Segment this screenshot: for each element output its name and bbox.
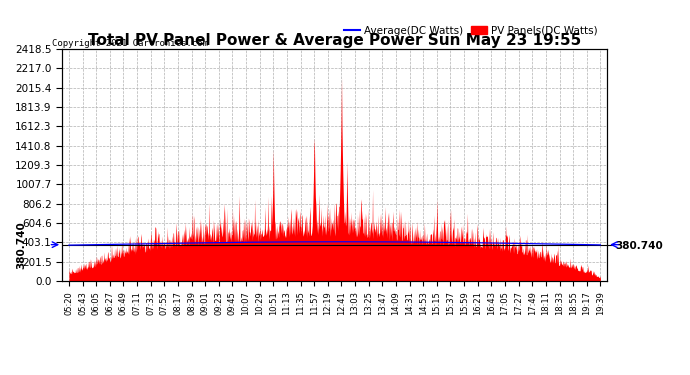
Text: Copyright 2021 Cartronics.com: Copyright 2021 Cartronics.com <box>52 39 208 48</box>
Title: Total PV Panel Power & Average Power Sun May 23 19:55: Total PV Panel Power & Average Power Sun… <box>88 33 581 48</box>
Text: 380.740: 380.740 <box>17 221 27 268</box>
Legend: Average(DC Watts), PV Panels(DC Watts): Average(DC Watts), PV Panels(DC Watts) <box>340 21 602 40</box>
